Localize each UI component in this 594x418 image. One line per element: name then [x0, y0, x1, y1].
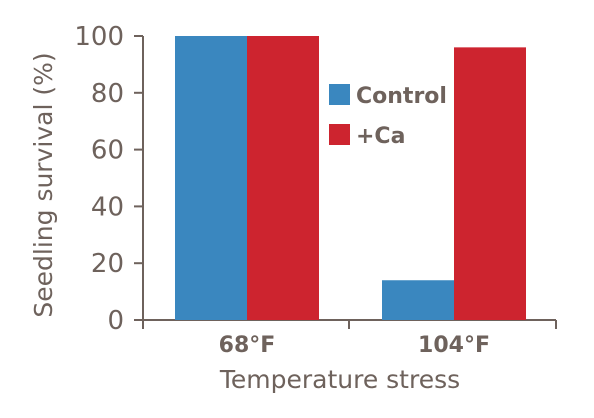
y-tick-label-40: 40 — [91, 192, 124, 222]
y-tick-label-0: 0 — [107, 306, 124, 336]
x-tick-label-1: 104°F — [418, 333, 490, 358]
x-axis: 68°F 104°F — [142, 319, 557, 358]
y-tick-label-20: 20 — [91, 249, 124, 279]
x-tick-label-0: 68°F — [219, 333, 276, 358]
bar-ca-1 — [454, 47, 526, 321]
bar-ca-0 — [247, 36, 319, 320]
legend-swatch-control — [329, 84, 350, 105]
x-axis-title: Temperature stress — [219, 365, 460, 394]
y-axis-title: Seedling survival (%) — [29, 52, 58, 317]
y-tick-label-100: 100 — [74, 22, 124, 52]
legend-label-ca: +Ca — [356, 124, 405, 149]
y-tick-label-80: 80 — [91, 79, 124, 109]
legend-label-control: Control — [356, 84, 447, 109]
y-tick-label-60: 60 — [91, 136, 124, 166]
legend: Control +Ca — [329, 84, 447, 149]
bar-control-0 — [175, 36, 247, 320]
y-axis: 0 20 40 60 80 100 — [74, 22, 144, 336]
bars — [175, 36, 526, 321]
legend-swatch-ca — [329, 124, 350, 145]
bar-control-1 — [382, 280, 454, 320]
